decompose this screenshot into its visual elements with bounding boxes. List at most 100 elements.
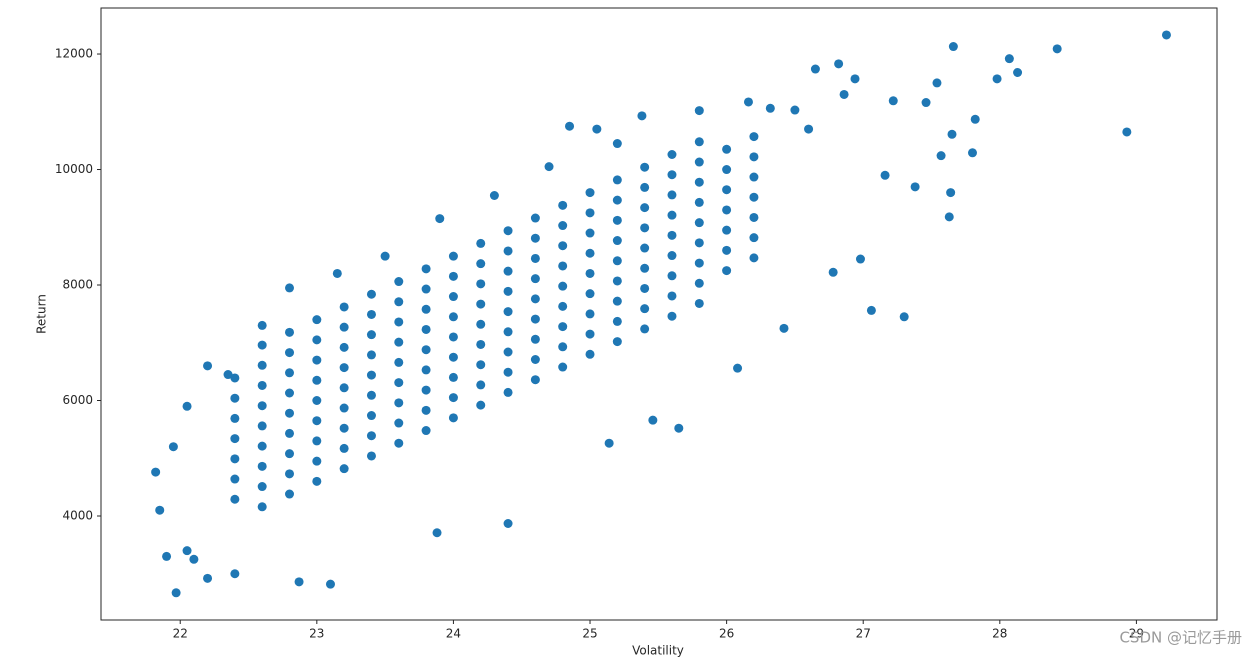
point (640, 203, 650, 213)
point (1004, 54, 1014, 64)
point (230, 569, 240, 579)
point (203, 573, 213, 583)
point (743, 97, 753, 107)
point (733, 363, 743, 373)
point (339, 322, 349, 332)
point (530, 314, 540, 324)
point (294, 577, 304, 587)
point (503, 286, 513, 296)
point (694, 298, 704, 308)
y-tick-label: 8000 (62, 278, 93, 292)
point (932, 78, 942, 88)
point (448, 393, 458, 403)
point (612, 139, 622, 149)
point (230, 393, 240, 403)
point (667, 150, 677, 160)
y-tick-label: 4000 (62, 508, 93, 522)
point (503, 347, 513, 357)
point (366, 289, 376, 299)
point (312, 436, 322, 446)
point (667, 170, 677, 180)
point (667, 251, 677, 261)
point (585, 349, 595, 359)
x-tick-label: 22 (173, 627, 188, 641)
point (674, 423, 684, 433)
point (155, 505, 165, 515)
point (888, 96, 898, 106)
point (694, 218, 704, 228)
point (285, 489, 295, 499)
point (230, 434, 240, 444)
point (394, 277, 404, 287)
point (992, 74, 1002, 84)
point (749, 132, 759, 142)
point (476, 380, 486, 390)
point (612, 236, 622, 246)
point (230, 454, 240, 464)
point (189, 554, 199, 564)
point (694, 157, 704, 167)
point (779, 323, 789, 333)
point (640, 304, 650, 314)
x-tick-label: 24 (446, 627, 461, 641)
point (476, 319, 486, 329)
point (503, 246, 513, 256)
point (366, 350, 376, 360)
point (285, 327, 295, 337)
point (970, 114, 980, 124)
point (421, 345, 431, 355)
point (910, 182, 920, 192)
point (648, 415, 658, 425)
point (421, 385, 431, 395)
point (448, 251, 458, 261)
point (828, 267, 838, 277)
point (230, 413, 240, 423)
point (503, 519, 513, 529)
point (366, 451, 376, 461)
point (722, 144, 732, 154)
point (312, 355, 322, 365)
point (640, 223, 650, 233)
point (285, 388, 295, 398)
point (257, 482, 267, 492)
point (332, 268, 342, 278)
point (558, 362, 568, 372)
point (421, 324, 431, 334)
point (421, 304, 431, 314)
point (489, 191, 499, 201)
point (749, 253, 759, 263)
point (285, 368, 295, 378)
point (558, 200, 568, 210)
x-axis-label: Volatility (632, 644, 684, 657)
watermark: CSDN @记忆手册 (1119, 629, 1242, 647)
point (394, 418, 404, 428)
point (476, 339, 486, 349)
point (637, 111, 647, 121)
point (1013, 68, 1023, 78)
point (257, 340, 267, 350)
point (171, 588, 181, 598)
point (162, 551, 172, 561)
point (604, 438, 614, 448)
point (366, 370, 376, 380)
point (435, 214, 445, 224)
point (866, 305, 876, 315)
point (694, 106, 704, 116)
point (1161, 30, 1171, 40)
point (503, 307, 513, 317)
point (476, 360, 486, 370)
point (366, 411, 376, 421)
point (476, 299, 486, 309)
point (612, 175, 622, 185)
y-tick-label: 10000 (55, 162, 93, 176)
point (694, 197, 704, 207)
point (585, 329, 595, 339)
point (530, 253, 540, 263)
point (765, 103, 775, 113)
point (394, 337, 404, 347)
y-axis-label: Return (35, 294, 49, 334)
point (448, 352, 458, 362)
point (366, 390, 376, 400)
point (476, 238, 486, 248)
point (448, 413, 458, 423)
